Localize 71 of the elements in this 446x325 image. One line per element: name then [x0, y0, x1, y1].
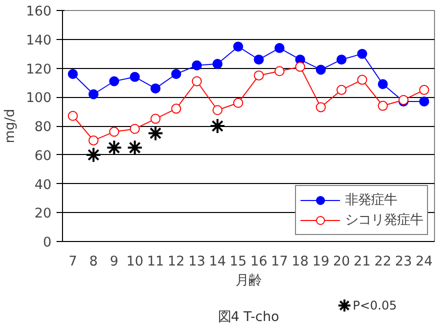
- point: [316, 64, 326, 75]
- y-tick-label: 160: [26, 4, 52, 20]
- point: [210, 118, 226, 134]
- point: [88, 135, 98, 146]
- y-tick-label: 80: [34, 120, 52, 135]
- point: [109, 76, 120, 86]
- point: [212, 58, 222, 69]
- point: [254, 70, 264, 80]
- x-tick-label: 18: [292, 254, 309, 270]
- point: [109, 126, 120, 137]
- point: [316, 102, 326, 112]
- point: [171, 104, 182, 114]
- point: [130, 124, 140, 134]
- x-tick-label: 8: [89, 254, 98, 270]
- x-tick-label: 21: [354, 254, 371, 270]
- point: [419, 96, 430, 106]
- x-tick-label: 23: [395, 254, 412, 270]
- point: [148, 125, 164, 142]
- x-tick-label: 10: [126, 254, 144, 270]
- x-tick-label: 13: [188, 254, 206, 270]
- x-tick-label: 7: [68, 254, 78, 270]
- point: [171, 69, 182, 80]
- legend-label: 非発症牛: [345, 192, 397, 209]
- y-tick-label: 120: [26, 62, 52, 78]
- point: [68, 69, 78, 80]
- y-axis-title: mg/d: [3, 108, 18, 144]
- y-tick-label: 0: [43, 236, 52, 250]
- point: [88, 89, 98, 100]
- y-tick-label: 140: [26, 33, 52, 48]
- point: [192, 60, 202, 70]
- point: [378, 100, 388, 111]
- x-tick-label: 24: [416, 254, 433, 270]
- point: [295, 62, 306, 72]
- x-tick-label: 19: [312, 254, 330, 270]
- point: [192, 76, 202, 86]
- y-tick-label: 100: [26, 91, 52, 106]
- y-tick-label: 40: [34, 178, 52, 193]
- point: [68, 110, 78, 121]
- point: [336, 84, 346, 95]
- point: [86, 146, 102, 163]
- x-tick-label: 22: [374, 254, 392, 270]
- point: [419, 84, 430, 95]
- x-tick-label: 9: [110, 254, 118, 270]
- y-tick-label: 60: [34, 148, 52, 164]
- x-tick-label: 14: [209, 254, 226, 270]
- point: [126, 140, 143, 156]
- point: [357, 74, 368, 85]
- point: [106, 140, 122, 156]
- x-tick-label: 12: [168, 254, 185, 270]
- point: [254, 54, 264, 65]
- x-tick-label: 17: [271, 254, 288, 270]
- x-tick-label: 11: [147, 254, 164, 270]
- point: [274, 43, 284, 54]
- point: [212, 105, 222, 116]
- x-tick-label: 20: [333, 254, 350, 270]
- x-tick-label: 16: [250, 254, 268, 270]
- point: [336, 54, 346, 65]
- point: [274, 66, 284, 76]
- text: 図4 T-cho: [218, 310, 280, 325]
- point: [150, 83, 160, 94]
- x-tick-label: 15: [230, 254, 247, 270]
- y-tick-label: 20: [34, 206, 52, 222]
- point: [233, 98, 244, 108]
- point: [378, 79, 388, 90]
- point: [150, 114, 160, 124]
- point: [130, 72, 140, 82]
- legend-label: P<0.05: [352, 298, 397, 312]
- point: [357, 48, 368, 59]
- x-axis-title: 月齢: [236, 274, 262, 288]
- point: [233, 42, 244, 52]
- legend-label: シコリ発症牛: [345, 212, 423, 229]
